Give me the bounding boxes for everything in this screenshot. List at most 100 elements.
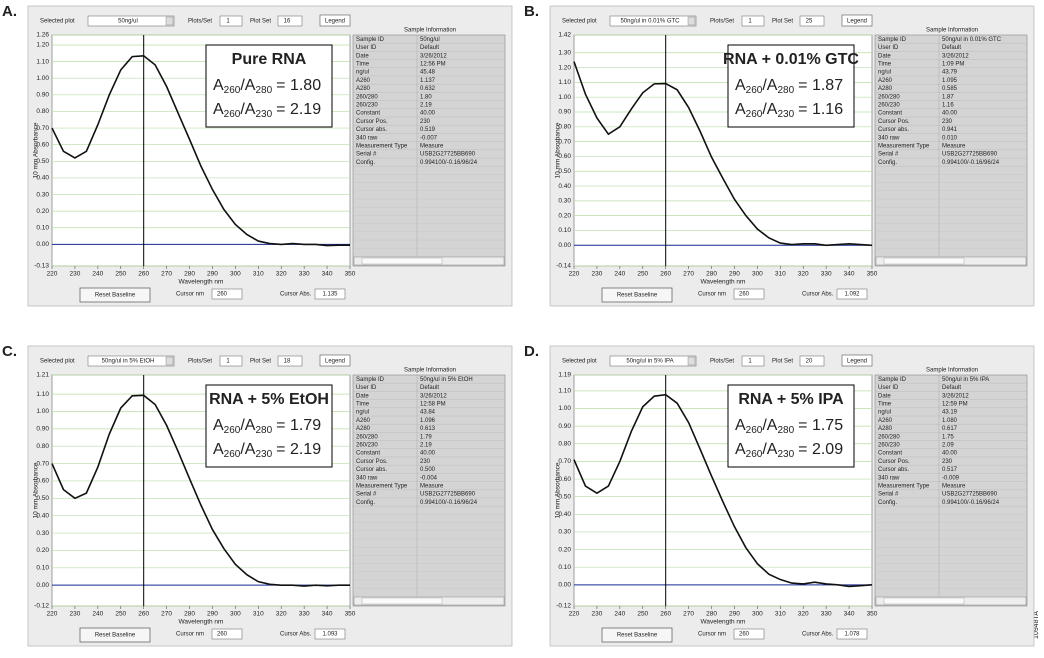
spinner[interactable] [277,15,303,27]
value-box [836,288,868,300]
y-tick-label: 0.50 [36,495,49,502]
spectrum-line [573,61,873,247]
table-value: 0.994100/-0.16/96/24 [420,160,478,166]
y-tick-label: 1.10 [36,58,49,65]
table-value: 40.00 [942,111,958,117]
spinner[interactable] [211,628,243,640]
x-tick-label: 300 [752,611,763,618]
spinner[interactable] [799,355,825,367]
y-tick-label: 0.60 [36,141,49,148]
y-tick-label: 0.00 [36,582,49,589]
y-axis-label: 10 mm Absorbance [33,122,40,178]
ratio-subscript: 280 [255,425,272,436]
y-tick-label: 1.00 [558,405,571,412]
table-key: Serial # [356,152,377,158]
table-key: Config. [878,160,897,166]
table-value: Default [420,45,439,51]
x-tick-label: 240 [92,271,103,278]
table-key: Date [878,53,891,59]
x-tick-label: 230 [69,271,80,278]
dropdown-arrow[interactable] [687,356,696,366]
y-axis-label: 10 mm Absorbance [555,122,562,178]
x-axis-label: Wavelength nm [179,619,224,626]
spinner[interactable] [741,15,765,27]
table-value: -0.009 [942,475,960,481]
y-tick-label: 0.30 [36,191,49,198]
annotation-title: RNA + 0.01% GTC [723,51,859,68]
table-value: -0.004 [420,475,438,481]
legend-button[interactable] [319,354,351,367]
spinner[interactable] [741,355,765,367]
legend-button[interactable] [319,14,351,27]
spinner[interactable] [219,15,243,27]
reset-button[interactable] [601,627,673,643]
y-tick-label: 0.50 [36,158,49,165]
ratio-letter: /A [762,417,777,434]
y-tick-label: 0.60 [36,478,49,485]
y-tick-label: 0.00 [558,582,571,589]
table-key: 340 raw [356,135,378,141]
reset-button-label: Reset Baseline [95,633,136,639]
y-tick-label: 0.10 [558,227,571,234]
x-tick-label: 260 [660,611,671,618]
table-key: Measurement Type [356,483,408,489]
y-tick-label: 1.00 [36,408,49,415]
scroll-thumb[interactable] [361,257,443,265]
table-value: Measure [942,143,966,149]
table-key: Date [356,53,369,59]
x-tick-label: 320 [276,271,287,278]
spinner[interactable] [799,15,825,27]
table-key: Time [878,61,892,67]
x-tick-label: 240 [614,611,625,618]
control-label: Selected plot [562,359,597,365]
table-key: 340 raw [356,475,378,481]
x-tick-label: 330 [299,271,310,278]
table-title: Sample Information [926,368,978,374]
scroll-thumb[interactable] [361,597,443,605]
value-box [836,628,868,640]
x-tick-label: 250 [115,611,126,618]
reset-button[interactable] [601,287,673,303]
ratio-subscript: 260 [224,109,241,120]
ratio-text: A260/A280 = 1.80 [213,77,321,95]
spinner[interactable] [211,288,243,300]
table-key: User ID [878,385,899,391]
legend-button[interactable] [841,354,873,367]
legend-button[interactable] [841,14,873,27]
table-key: Date [878,393,891,399]
y-tick-label: 0.70 [36,460,49,467]
x-tick-label: 290 [207,611,218,618]
dropdown[interactable] [87,355,175,367]
reset-button[interactable] [79,627,151,643]
table-key: 260/230 [878,102,900,108]
dropdown[interactable] [87,15,175,27]
table-key: Constant [878,111,902,117]
dropdown[interactable] [609,355,697,367]
dropdown-arrow[interactable] [165,16,174,26]
annotation-box [727,44,855,128]
cursor-abs-value: 1.078 [844,632,860,638]
y-tick-label: 0.70 [36,125,49,132]
scroll-thumb[interactable] [883,597,965,605]
table-value: 12:58 PM [420,401,446,407]
spinner[interactable] [277,355,303,367]
x-tick-label: 250 [637,611,648,618]
dropdown[interactable] [609,15,697,27]
spinner[interactable] [733,628,765,640]
dropdown-arrow[interactable] [165,356,174,366]
table-key: Serial # [356,492,377,498]
table [874,374,1028,607]
dropdown-arrow[interactable] [687,16,696,26]
panel: C. Selected plot 50ng/ul in 5% EtOH Plots/S… [2,343,513,647]
spinner[interactable] [219,355,243,367]
table-value: 43.84 [420,410,436,416]
x-tick-label: 220 [47,611,58,618]
reset-button[interactable] [79,287,151,303]
spinner[interactable] [733,288,765,300]
x-tick-label: 290 [729,611,740,618]
table-value: Measure [420,483,444,489]
scroll-thumb[interactable] [883,257,965,265]
y-tick-label: 0.90 [36,92,49,99]
y-tick-label: 0.50 [558,168,571,175]
